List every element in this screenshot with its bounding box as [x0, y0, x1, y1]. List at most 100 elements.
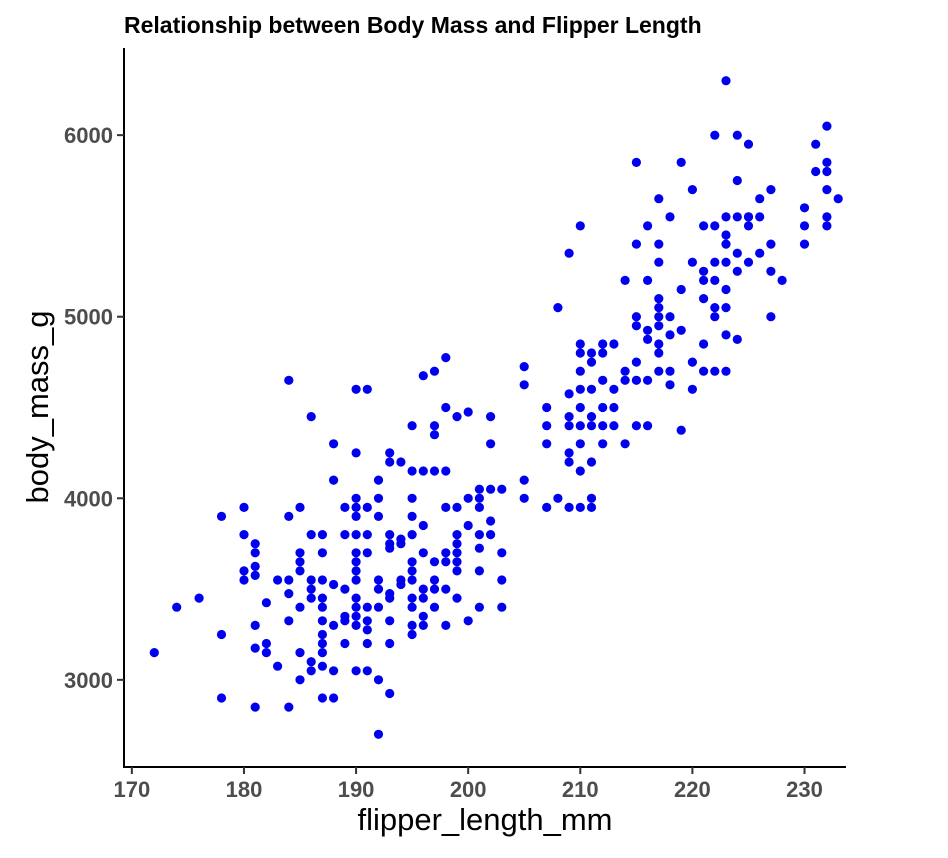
data-point [631, 239, 642, 249]
data-point [519, 493, 529, 503]
data-point [329, 475, 339, 485]
data-point [799, 203, 810, 213]
data-point [665, 330, 675, 340]
data-point [833, 194, 843, 204]
data-point [418, 584, 428, 594]
data-point [497, 484, 507, 494]
data-point [564, 502, 574, 512]
data-point [474, 530, 484, 540]
data-point [362, 602, 372, 612]
data-point [542, 502, 552, 512]
data-point [654, 257, 664, 267]
data-point [575, 384, 585, 394]
data-point [351, 493, 361, 503]
data-point [497, 575, 507, 585]
data-point [362, 638, 372, 649]
data-point [463, 493, 473, 503]
data-point [631, 312, 642, 322]
data-point [676, 425, 686, 435]
data-point [452, 412, 462, 422]
data-point [586, 457, 597, 467]
data-point [306, 657, 316, 667]
data-point [575, 402, 585, 413]
data-point [732, 212, 742, 222]
data-point [429, 575, 440, 585]
data-point [564, 448, 574, 458]
data-point [665, 380, 675, 390]
data-point [486, 439, 496, 449]
data-point [429, 466, 440, 476]
data-point [575, 339, 585, 349]
data-point [261, 648, 271, 658]
data-point [317, 575, 327, 585]
data-point [441, 502, 451, 512]
data-point [620, 375, 630, 385]
data-point [564, 421, 574, 431]
y-tick-label: 5000 [64, 305, 113, 330]
data-point [373, 602, 384, 612]
data-point [486, 530, 496, 540]
data-point [598, 348, 608, 358]
data-point [306, 530, 316, 540]
x-axis-title: flipper_length_mm [357, 802, 612, 837]
data-point [575, 466, 585, 476]
data-point [755, 194, 765, 204]
data-point [250, 539, 260, 549]
data-point [799, 221, 810, 231]
data-point [743, 221, 754, 231]
data-point [239, 575, 249, 585]
data-point [609, 384, 619, 394]
x-tick-label: 190 [338, 777, 375, 802]
data-point [441, 402, 451, 413]
data-point [340, 638, 350, 649]
data-point [284, 375, 294, 385]
data-point [665, 366, 675, 376]
data-point [721, 76, 731, 86]
data-point [643, 421, 653, 431]
data-point [216, 629, 227, 640]
data-point [362, 502, 372, 512]
x-tick-label: 180 [226, 777, 263, 802]
data-point [295, 675, 305, 685]
data-point [396, 539, 406, 549]
data-point [418, 593, 428, 603]
data-point [822, 221, 832, 231]
data-point [687, 185, 698, 195]
data-point [575, 221, 585, 231]
data-point [486, 516, 496, 526]
data-point [385, 543, 395, 553]
data-point [373, 584, 384, 594]
data-point [631, 157, 642, 167]
data-point [822, 185, 832, 195]
data-point [732, 175, 742, 186]
data-point [732, 334, 742, 344]
data-point [362, 666, 372, 676]
data-point [250, 702, 260, 712]
data-point [351, 502, 361, 512]
data-point [676, 284, 686, 295]
x-tick-label: 210 [562, 777, 599, 802]
x-tick-label: 200 [450, 777, 487, 802]
data-point [396, 457, 406, 467]
data-point [172, 602, 182, 612]
data-point [385, 457, 395, 467]
data-point [609, 339, 619, 349]
data-point [429, 602, 440, 612]
data-point [586, 412, 597, 422]
data-point [799, 239, 810, 249]
data-point [306, 666, 316, 676]
data-point [766, 312, 776, 322]
data-point [609, 402, 619, 413]
data-point [362, 548, 372, 558]
data-point [317, 693, 327, 703]
data-point [654, 366, 664, 376]
data-point [687, 357, 698, 367]
data-point [486, 484, 496, 494]
data-point [553, 493, 563, 503]
data-point [463, 407, 473, 417]
data-point [699, 221, 709, 231]
data-point [340, 616, 350, 626]
y-axis-ticks: 3000 4000 5000 6000 [64, 123, 124, 693]
data-point [340, 502, 350, 512]
data-point [351, 548, 361, 558]
